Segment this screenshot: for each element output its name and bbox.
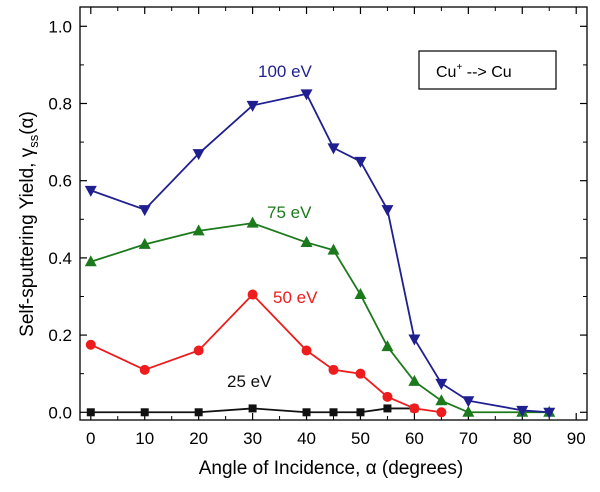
x-tick-label: 90: [567, 429, 586, 448]
series-line-50-ev: [90, 293, 442, 414]
data-point-75-ev: [138, 237, 151, 249]
series-label-50-ev: 50 eV: [273, 288, 318, 307]
data-point-25-ev: [248, 404, 257, 413]
data-point-75-ev: [354, 288, 367, 300]
data-point-75-ev: [300, 235, 313, 247]
data-point-50-ev: [382, 391, 393, 402]
annotation-text-tail: --> Cu: [462, 64, 511, 81]
y-axis-title-sub: ss: [26, 134, 41, 148]
annotation-box: Cu+ --> Cu: [418, 50, 557, 90]
data-point-100-ev: [327, 143, 340, 155]
data-point-75-ev: [327, 243, 340, 255]
y-tick-label: 0.0: [48, 403, 72, 422]
annotation-text: Cu+ --> Cu: [436, 62, 512, 81]
x-axis-title: Angle of Incidence, α (degrees): [199, 458, 463, 479]
annotation-text-main: Cu: [436, 64, 456, 81]
data-point-25-ev: [194, 408, 203, 417]
data-point-100-ev: [138, 205, 151, 217]
data-point-100-ev: [300, 89, 313, 101]
y-axis-title-tail: (α): [17, 111, 38, 135]
y-tick-label: 0.2: [48, 326, 72, 345]
x-tick-label: 80: [513, 429, 532, 448]
series-label-100-ev: 100 eV: [258, 62, 313, 81]
x-tick-label: 10: [135, 429, 154, 448]
data-point-100-ev: [408, 334, 421, 346]
series-layer: [84, 89, 556, 419]
series-100-ev: [84, 89, 556, 419]
data-point-75-ev: [381, 340, 394, 352]
data-point-25-ev: [356, 408, 365, 417]
data-point-100-ev: [543, 407, 556, 419]
series-label-75-ev: 75 eV: [267, 203, 312, 222]
axis-ticks: 0 10 20 30 40 50 60 70 80 90 0.0 0.2 0.4 0.6 0.8 1.0: [48, 7, 587, 448]
series-label-25-ev: 25 eV: [227, 372, 272, 391]
x-tick-label: 20: [189, 429, 208, 448]
data-point-50-ev: [328, 364, 339, 375]
data-point-50-ev: [355, 368, 366, 379]
data-point-100-ev: [462, 396, 475, 408]
series-labels: 100 eV 75 eV 50 eV 25 eV: [227, 62, 318, 391]
y-tick-label: 1.0: [48, 17, 72, 36]
data-point-100-ev: [381, 205, 394, 217]
y-tick-label: 0.6: [48, 172, 72, 191]
data-point-100-ev: [435, 378, 448, 390]
data-point-100-ev: [354, 156, 367, 168]
x-tick-label: 30: [243, 429, 262, 448]
data-point-100-ev: [516, 405, 529, 417]
data-point-50-ev: [436, 407, 447, 418]
x-tick-label: 0: [86, 429, 95, 448]
data-point-50-ev: [85, 339, 96, 350]
data-point-75-ev: [192, 224, 205, 236]
series-75-ev: [84, 216, 556, 417]
annotation-text-sup: +: [456, 62, 462, 73]
data-point-25-ev: [383, 404, 392, 413]
data-point-50-ev: [139, 364, 150, 375]
y-axis-title: Self-sputtering Yield, γss(α): [17, 111, 41, 337]
data-point-100-ev: [246, 100, 259, 112]
data-point-75-ev: [246, 216, 259, 228]
x-tick-label: 70: [459, 429, 478, 448]
data-point-75-ev: [435, 394, 448, 406]
y-tick-label: 0.4: [48, 249, 72, 268]
y-axis-title-main: Self-sputtering Yield, γ: [17, 147, 38, 337]
x-tick-label: 50: [351, 429, 370, 448]
data-point-75-ev: [462, 405, 475, 417]
data-point-25-ev: [329, 408, 338, 417]
data-point-50-ev: [247, 289, 258, 300]
data-point-75-ev: [408, 374, 421, 386]
data-point-50-ev: [409, 403, 420, 414]
annotation-box-frame: [418, 50, 557, 90]
data-point-50-ev: [301, 345, 312, 356]
data-point-50-ev: [193, 345, 204, 356]
series-50-ev: [85, 289, 447, 418]
series-line-75-ev: [90, 222, 550, 414]
y-tick-label: 0.8: [48, 94, 72, 113]
data-point-25-ev: [302, 408, 311, 417]
data-point-25-ev: [86, 408, 95, 417]
data-point-100-ev: [84, 185, 97, 197]
x-tick-label: 40: [297, 429, 316, 448]
data-point-75-ev: [84, 255, 97, 267]
x-tick-label: 60: [405, 429, 424, 448]
data-point-25-ev: [140, 408, 149, 417]
data-point-100-ev: [192, 149, 205, 161]
